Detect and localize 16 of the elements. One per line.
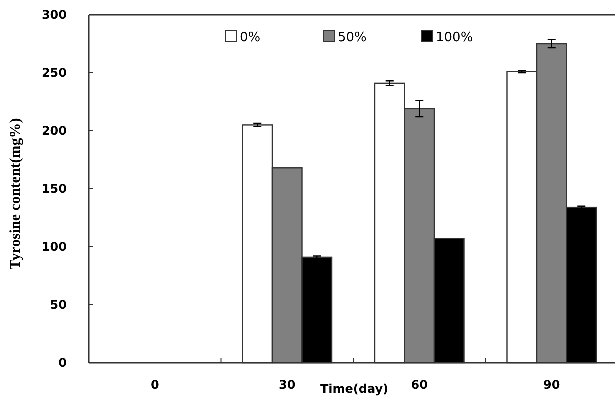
legend-label: 100% <box>436 30 474 46</box>
legend-label: 50% <box>338 30 367 46</box>
x-tick-label: 30 <box>279 378 296 392</box>
legend-label: 0% <box>240 30 261 46</box>
x-tick-label: 60 <box>411 378 428 392</box>
x-tick-label: 90 <box>544 378 560 392</box>
x-tick-label: 0 <box>150 378 160 392</box>
y-tick-label: 100 <box>42 240 67 254</box>
y-tick-label: 250 <box>42 66 67 80</box>
y-tick-label: 0 <box>58 356 67 370</box>
x-axis-title: Time(day) <box>320 382 389 396</box>
y-axis-title: Tyrosine content(mg%) <box>8 118 24 270</box>
y-tick-label: 200 <box>42 124 67 138</box>
y-tick-label: 300 <box>42 8 67 22</box>
y-tick-label: 50 <box>50 298 67 312</box>
y-tick-label: 150 <box>42 182 67 196</box>
